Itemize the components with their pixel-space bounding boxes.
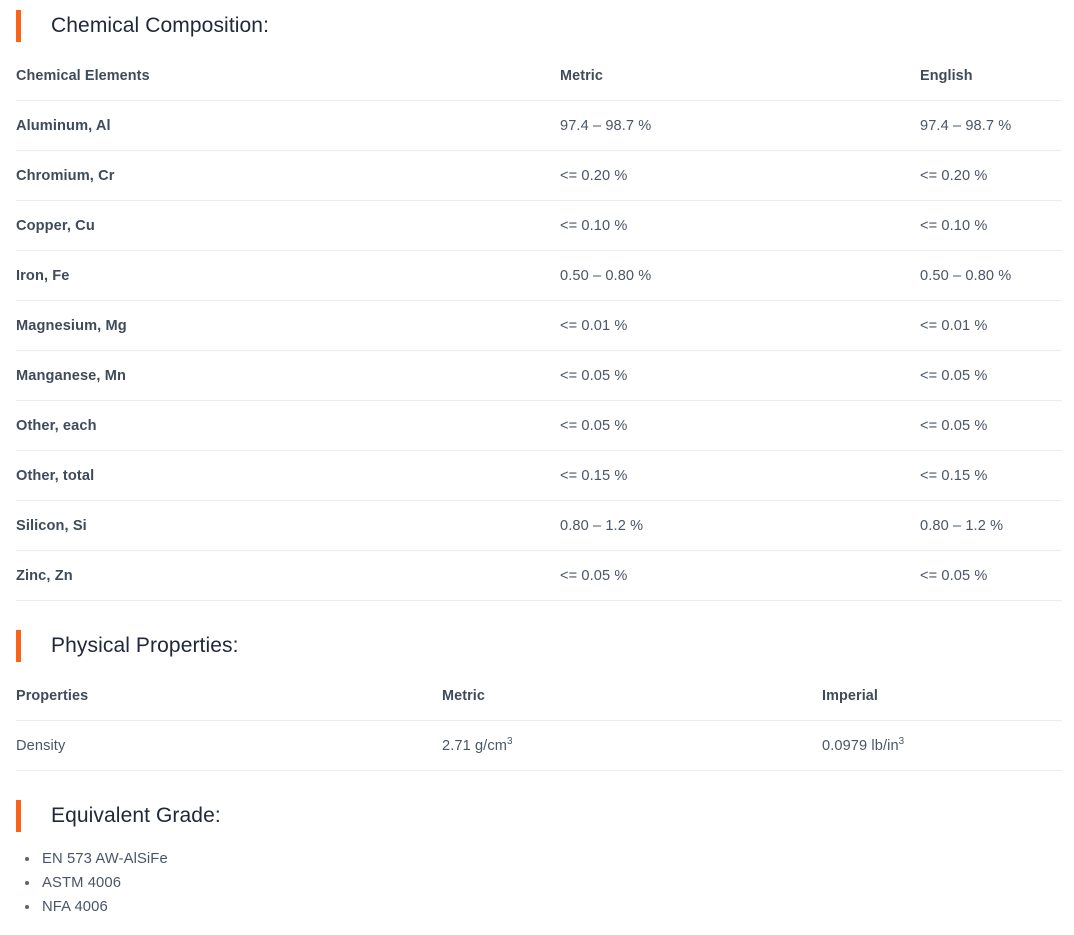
cell-english: 97.4 – 98.7 %	[920, 100, 1062, 151]
cell-element: Aluminum, Al	[16, 100, 560, 151]
cell-metric: 97.4 – 98.7 %	[560, 100, 920, 151]
metric-value: 2.71 g/cm	[442, 737, 507, 754]
column-header-properties: Properties	[16, 688, 89, 704]
table-row: Zinc, Zn <= 0.05 % <= 0.05 %	[16, 550, 1062, 601]
cell-element: Copper, Cu	[16, 200, 560, 251]
section-title-chemical: Chemical Composition:	[51, 14, 270, 37]
cell-element: Silicon, Si	[16, 500, 560, 551]
equivalent-grade-list: EN 573 AW-AlSiFe ASTM 4006 NFA 4006	[25, 847, 1074, 919]
column-header-metric: Metric	[560, 68, 603, 84]
table-row: Iron, Fe 0.50 – 0.80 % 0.50 – 0.80 %	[16, 250, 1062, 301]
table-header-row: Properties Metric Imperial	[16, 674, 1062, 721]
table-row: Density 2.71 g/cm3 0.0979 lb/in3	[16, 720, 1062, 771]
table-header-row: Chemical Elements Metric English	[16, 54, 1062, 101]
cell-metric: <= 0.05 %	[560, 400, 920, 451]
top-spacer	[0, 0, 1074, 9]
cell-metric: <= 0.01 %	[560, 300, 920, 351]
cell-english: <= 0.05 %	[920, 550, 1062, 601]
list-item: EN 573 AW-AlSiFe	[25, 847, 1074, 871]
section-title-equivalent: Equivalent Grade:	[51, 804, 221, 827]
column-header-english: English	[920, 68, 973, 84]
table-row: Chromium, Cr <= 0.20 % <= 0.20 %	[16, 150, 1062, 201]
cell-element: Zinc, Zn	[16, 550, 560, 601]
cell-metric: <= 0.10 %	[560, 200, 920, 251]
physical-properties-table: Properties Metric Imperial Density 2.71 …	[16, 674, 1062, 771]
spacer	[0, 833, 1074, 847]
spacer	[0, 601, 1074, 629]
spacer	[0, 43, 1074, 54]
cell-english: 0.50 – 0.80 %	[920, 250, 1062, 301]
imperial-exponent: 3	[898, 735, 905, 747]
equivalent-grade-heading: Equivalent Grade:	[0, 799, 1074, 833]
section-title-physical: Physical Properties:	[51, 634, 239, 657]
cell-english: 0.80 – 1.2 %	[920, 500, 1062, 551]
cell-imperial: 0.0979 lb/in3	[822, 720, 1062, 771]
list-item: ASTM 4006	[25, 871, 1074, 895]
chemical-composition-heading: Chemical Composition:	[0, 9, 1074, 43]
cell-english: <= 0.15 %	[920, 450, 1062, 501]
cell-element: Other, total	[16, 450, 560, 501]
accent-bar-icon	[16, 630, 21, 662]
cell-metric: 0.80 – 1.2 %	[560, 500, 920, 551]
cell-property: Density	[16, 720, 442, 771]
cell-element: Other, each	[16, 400, 560, 451]
table-row: Other, each <= 0.05 % <= 0.05 %	[16, 400, 1062, 451]
cell-english: <= 0.10 %	[920, 200, 1062, 251]
cell-english: <= 0.20 %	[920, 150, 1062, 201]
spacer	[0, 771, 1074, 799]
cell-english: <= 0.05 %	[920, 350, 1062, 401]
cell-english: <= 0.01 %	[920, 300, 1062, 351]
cell-metric: <= 0.20 %	[560, 150, 920, 201]
table-row: Aluminum, Al 97.4 – 98.7 % 97.4 – 98.7 %	[16, 100, 1062, 151]
cell-element: Chromium, Cr	[16, 150, 560, 201]
physical-properties-heading: Physical Properties:	[0, 629, 1074, 663]
metric-exponent: 3	[506, 735, 513, 747]
cell-metric: 0.50 – 0.80 %	[560, 250, 920, 301]
table-row: Manganese, Mn <= 0.05 % <= 0.05 %	[16, 350, 1062, 401]
accent-bar-icon	[16, 800, 21, 832]
column-header-elements: Chemical Elements	[16, 68, 150, 84]
table-row: Other, total <= 0.15 % <= 0.15 %	[16, 450, 1062, 501]
cell-element: Magnesium, Mg	[16, 300, 560, 351]
cell-element: Iron, Fe	[16, 250, 560, 301]
chemical-composition-table: Chemical Elements Metric English Aluminu…	[16, 54, 1062, 601]
spacer	[0, 663, 1074, 674]
table-row: Copper, Cu <= 0.10 % <= 0.10 %	[16, 200, 1062, 251]
cell-english: <= 0.05 %	[920, 400, 1062, 451]
imperial-value: 0.0979 lb/in	[822, 737, 899, 754]
cell-metric: <= 0.05 %	[560, 350, 920, 401]
column-header-metric: Metric	[442, 688, 485, 704]
table-row: Magnesium, Mg <= 0.01 % <= 0.01 %	[16, 300, 1062, 351]
accent-bar-icon	[16, 10, 21, 42]
cell-metric: <= 0.15 %	[560, 450, 920, 501]
cell-metric: <= 0.05 %	[560, 550, 920, 601]
cell-metric: 2.71 g/cm3	[442, 720, 822, 771]
column-header-imperial: Imperial	[822, 688, 878, 704]
list-item: NFA 4006	[25, 895, 1074, 919]
table-row: Silicon, Si 0.80 – 1.2 % 0.80 – 1.2 %	[16, 500, 1062, 551]
cell-element: Manganese, Mn	[16, 350, 560, 401]
